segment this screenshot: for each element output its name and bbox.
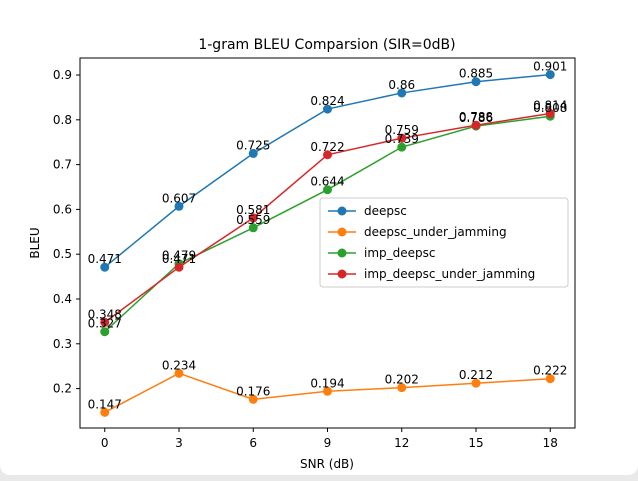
y-tick-label: 0.3 [53, 337, 72, 351]
data-label-imp_deepsc_under_jamming: 0.814 [533, 99, 567, 113]
legend-marker-deepsc [337, 206, 347, 216]
legend-label-imp_deepsc_under_jamming: imp_deepsc_under_jamming [364, 267, 535, 281]
legend-marker-imp_deepsc_under_jamming [337, 269, 347, 279]
data-point-deepsc_under_jamming [174, 368, 184, 378]
x-tick-label: 3 [175, 436, 183, 450]
data-label-imp_deepsc_under_jamming: 0.722 [310, 140, 344, 154]
x-tick-label: 0 [101, 436, 109, 450]
data-label-imp_deepsc: 0.808 [533, 101, 567, 115]
x-tick-label: 15 [468, 436, 483, 450]
y-tick-label: 0.9 [53, 68, 72, 82]
data-point-imp_deepsc_under_jamming [397, 133, 407, 143]
data-point-imp_deepsc [100, 327, 110, 337]
data-point-imp_deepsc_under_jamming [471, 120, 481, 130]
x-tick-label: 18 [543, 436, 558, 450]
legend-box [319, 197, 569, 288]
legend-label-deepsc_under_jamming: deepsc_under_jamming [364, 225, 507, 239]
data-point-deepsc_under_jamming [545, 374, 555, 384]
data-label-imp_deepsc: 0.327 [88, 317, 122, 331]
data-point-deepsc_under_jamming [248, 394, 258, 404]
data-label-imp_deepsc: 0.559 [236, 213, 270, 227]
data-label-deepsc: 0.607 [162, 191, 196, 205]
data-point-deepsc_under_jamming [100, 407, 110, 417]
x-axis-label: SNR (dB) [300, 457, 354, 471]
legend-label-imp_deepsc: imp_deepsc [364, 246, 436, 260]
data-label-deepsc_under_jamming: 0.234 [162, 358, 196, 372]
y-tick-label: 0.8 [53, 113, 72, 127]
data-label-imp_deepsc_under_jamming: 0.348 [88, 307, 122, 321]
data-label-deepsc: 0.86 [388, 78, 415, 92]
y-tick-label: 0.7 [53, 158, 72, 172]
data-point-imp_deepsc [323, 185, 332, 195]
legend: deepsc deepsc_under_jamming imp_deepsc imp_… [319, 197, 569, 288]
data-label-deepsc: 0.725 [236, 138, 270, 152]
data-point-imp_deepsc [397, 142, 407, 152]
x-tick-label: 6 [249, 436, 257, 450]
data-point-imp_deepsc_under_jamming [545, 109, 555, 119]
legend-marker-imp_deepsc [337, 248, 347, 258]
y-tick-label: 0.6 [53, 202, 72, 216]
data-point-deepsc [397, 88, 407, 98]
x-tick-label: 12 [394, 436, 409, 450]
data-point-imp_deepsc_under_jamming [174, 262, 184, 272]
data-point-deepsc [100, 262, 110, 272]
data-label-imp_deepsc_under_jamming: 0.471 [162, 252, 196, 266]
chart-title: 1-gram BLEU Comparsion (SIR=0dB) [198, 37, 455, 53]
x-tick-label: 9 [324, 436, 332, 450]
data-label-imp_deepsc: 0.739 [385, 132, 419, 146]
data-label-deepsc_under_jamming: 0.212 [459, 368, 493, 382]
data-label-deepsc_under_jamming: 0.194 [310, 376, 344, 390]
data-point-imp_deepsc_under_jamming [323, 150, 332, 160]
data-point-deepsc_under_jamming [397, 383, 407, 393]
data-label-deepsc_under_jamming: 0.147 [88, 397, 122, 411]
data-label-deepsc: 0.885 [459, 67, 493, 81]
data-point-deepsc [323, 104, 332, 114]
data-label-deepsc: 0.824 [310, 94, 344, 108]
y-tick-label: 0.4 [53, 292, 72, 306]
data-point-deepsc [545, 70, 555, 80]
data-label-deepsc: 0.471 [88, 252, 122, 266]
y-axis-label: BLEU [28, 227, 42, 258]
legend-label-deepsc: deepsc [364, 204, 407, 218]
data-point-deepsc_under_jamming [323, 386, 332, 396]
data-label-imp_deepsc: 0.786 [459, 111, 493, 125]
data-label-imp_deepsc_under_jamming: 0.788 [459, 110, 493, 124]
data-label-deepsc_under_jamming: 0.176 [236, 384, 270, 398]
data-point-imp_deepsc_under_jamming [248, 213, 258, 223]
data-label-imp_deepsc_under_jamming: 0.759 [385, 123, 419, 137]
data-point-imp_deepsc_under_jamming [100, 317, 110, 327]
data-point-deepsc [174, 201, 184, 211]
legend-marker-deepsc_under_jamming [337, 227, 347, 237]
data-label-deepsc_under_jamming: 0.222 [533, 364, 567, 378]
y-tick-label: 0.5 [53, 247, 72, 261]
data-label-imp_deepsc: 0.644 [310, 175, 344, 189]
data-label-deepsc_under_jamming: 0.202 [385, 373, 419, 387]
plot-frame [79, 57, 576, 429]
data-label-imp_deepsc: 0.479 [162, 249, 196, 263]
data-point-deepsc_under_jamming [471, 378, 481, 388]
y-tick-label: 0.2 [53, 382, 72, 396]
data-point-deepsc [471, 77, 481, 87]
data-label-imp_deepsc_under_jamming: 0.581 [236, 203, 270, 217]
data-label-deepsc: 0.901 [533, 60, 567, 74]
data-point-imp_deepsc [248, 223, 258, 233]
data-point-deepsc [248, 148, 258, 158]
